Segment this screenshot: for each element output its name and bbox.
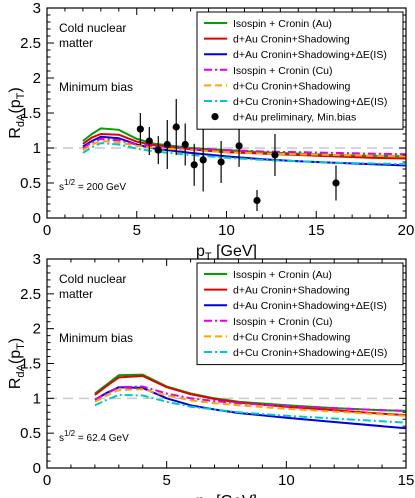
series-line-4 — [94, 385, 406, 412]
y-tick-label: 2 — [33, 321, 41, 338]
y-tick-label: 2.5 — [20, 286, 41, 303]
data-point — [181, 140, 189, 149]
data-point — [332, 179, 340, 187]
series-line-6 — [94, 393, 406, 424]
annotation-matter-line2: matter — [59, 36, 93, 50]
legend-entry-1: Isospin + Cronin (Au) — [233, 18, 332, 30]
x-tick-label: 10 — [278, 472, 295, 489]
series-line-5 — [82, 139, 406, 158]
legend-entry-2: d+Au Cronin+Shadowing — [233, 285, 350, 297]
series-line-3 — [82, 135, 406, 167]
annotation-matter-line1: Cold nuclear — [59, 272, 126, 286]
data-point — [190, 161, 198, 169]
legend-entry-3: d+Au Cronin+Shadowing+ΔE(IS) — [233, 49, 387, 61]
data-point — [172, 123, 180, 131]
series-line-6 — [82, 142, 406, 166]
legend: Isospin + Cronin (Au) d+Au Cronin+Shadowi… — [196, 11, 404, 130]
axes: 0 5 10 15 20 0 0.5 1 1.5 2 2.5 3 — [20, 0, 414, 239]
data-point — [271, 151, 279, 159]
x-tick-label: 0 — [43, 472, 51, 489]
y-tick-label: 1.5 — [20, 356, 41, 373]
data-point — [163, 140, 171, 149]
legend-entry-4: Isospin + Cronin (Cu) — [233, 65, 333, 77]
legend-swatch-points — [211, 113, 219, 121]
annotation-matter-line2: matter — [59, 287, 93, 301]
y-tick-label: 2.5 — [20, 35, 41, 52]
legend-entry-6: d+Cu Cronin+Shadowing+ΔE(IS) — [233, 347, 387, 359]
data-point — [136, 125, 144, 133]
x-tick-label: 5 — [133, 222, 141, 239]
series-line-5 — [94, 388, 406, 417]
x-tick-label: 15 — [398, 472, 415, 489]
axes: 0 5 10 15 0 0.5 1 1.5 2 2.5 3 — [20, 251, 414, 489]
data-point — [154, 146, 162, 154]
x-tick-label: 0 — [43, 222, 51, 239]
chart-panel-1: 0 5 10 15 20 0 0.5 1 1.5 2 2.5 3 pT [GeV] RdA(pT) Cold… — [7, 0, 414, 263]
x-axis-title: pT [GeV] — [196, 493, 257, 498]
data-point — [253, 196, 261, 205]
data-point — [235, 142, 243, 150]
x-tick-label: 10 — [218, 222, 235, 239]
data-point — [145, 137, 153, 145]
curves — [94, 373, 406, 430]
y-tick-label: 0.5 — [20, 425, 41, 442]
curves — [82, 127, 406, 167]
annotation-matter-line1: Cold nuclear — [59, 21, 126, 35]
data-point — [199, 156, 207, 164]
legend-box — [196, 262, 404, 366]
legend-entry-5: d+Cu Cronin+Shadowing — [233, 80, 350, 92]
y-tick-label: 3 — [33, 0, 41, 17]
y-tick-label: 0 — [33, 460, 41, 477]
chart-panel-2: 0 5 10 15 0 0.5 1 1.5 2 2.5 3 pT [GeV] RdA(pT) Cold n… — [7, 251, 414, 498]
y-tick-label: 1.5 — [20, 105, 41, 122]
legend: Isospin + Cronin (Au) d+Au Cronin+Shadowi… — [196, 262, 404, 366]
data-point — [217, 158, 225, 166]
annotation-energy: s1/2 = 62.4 GeV — [59, 429, 129, 444]
y-axis-title: RdA(pT) — [7, 338, 27, 389]
legend-entry-3: d+Au Cronin+Shadowing+ΔE(IS) — [233, 300, 387, 312]
x-tick-label: 5 — [162, 472, 170, 489]
annotation-energy: s1/2 = 200 GeV — [59, 178, 126, 193]
annotation-bias: Minimum bias — [59, 331, 133, 345]
series-line-3 — [94, 386, 406, 430]
y-axis-title: RdA(pT) — [7, 87, 27, 138]
y-tick-label: 3 — [33, 251, 41, 268]
series-line-4 — [82, 137, 406, 156]
y-tick-label: 1 — [33, 140, 41, 157]
legend-entry-2: d+Au Cronin+Shadowing — [233, 34, 350, 46]
y-tick-label: 0 — [33, 210, 41, 227]
legend-entry-4: Isospin + Cronin (Cu) — [233, 316, 333, 328]
y-tick-label: 1 — [33, 390, 41, 407]
data-points — [136, 99, 340, 211]
legend-entry-5: d+Cu Cronin+Shadowing — [233, 331, 350, 343]
legend-entry-6: d+Cu Cronin+Shadowing+ΔE(IS) — [233, 96, 387, 108]
y-tick-label: 2 — [33, 70, 41, 87]
legend-entry-points: d+Au preliminary, Min.bias — [233, 112, 356, 124]
legend-box — [196, 11, 404, 130]
x-axis-title: pT [GeV] — [196, 243, 257, 263]
y-tick-label: 0.5 — [20, 175, 41, 192]
x-tick-label: 15 — [308, 222, 325, 239]
series-line-2 — [94, 374, 406, 417]
legend-entry-1: Isospin + Cronin (Au) — [233, 269, 332, 281]
annotation-bias: Minimum bias — [59, 80, 133, 94]
x-tick-label: 20 — [398, 222, 415, 239]
